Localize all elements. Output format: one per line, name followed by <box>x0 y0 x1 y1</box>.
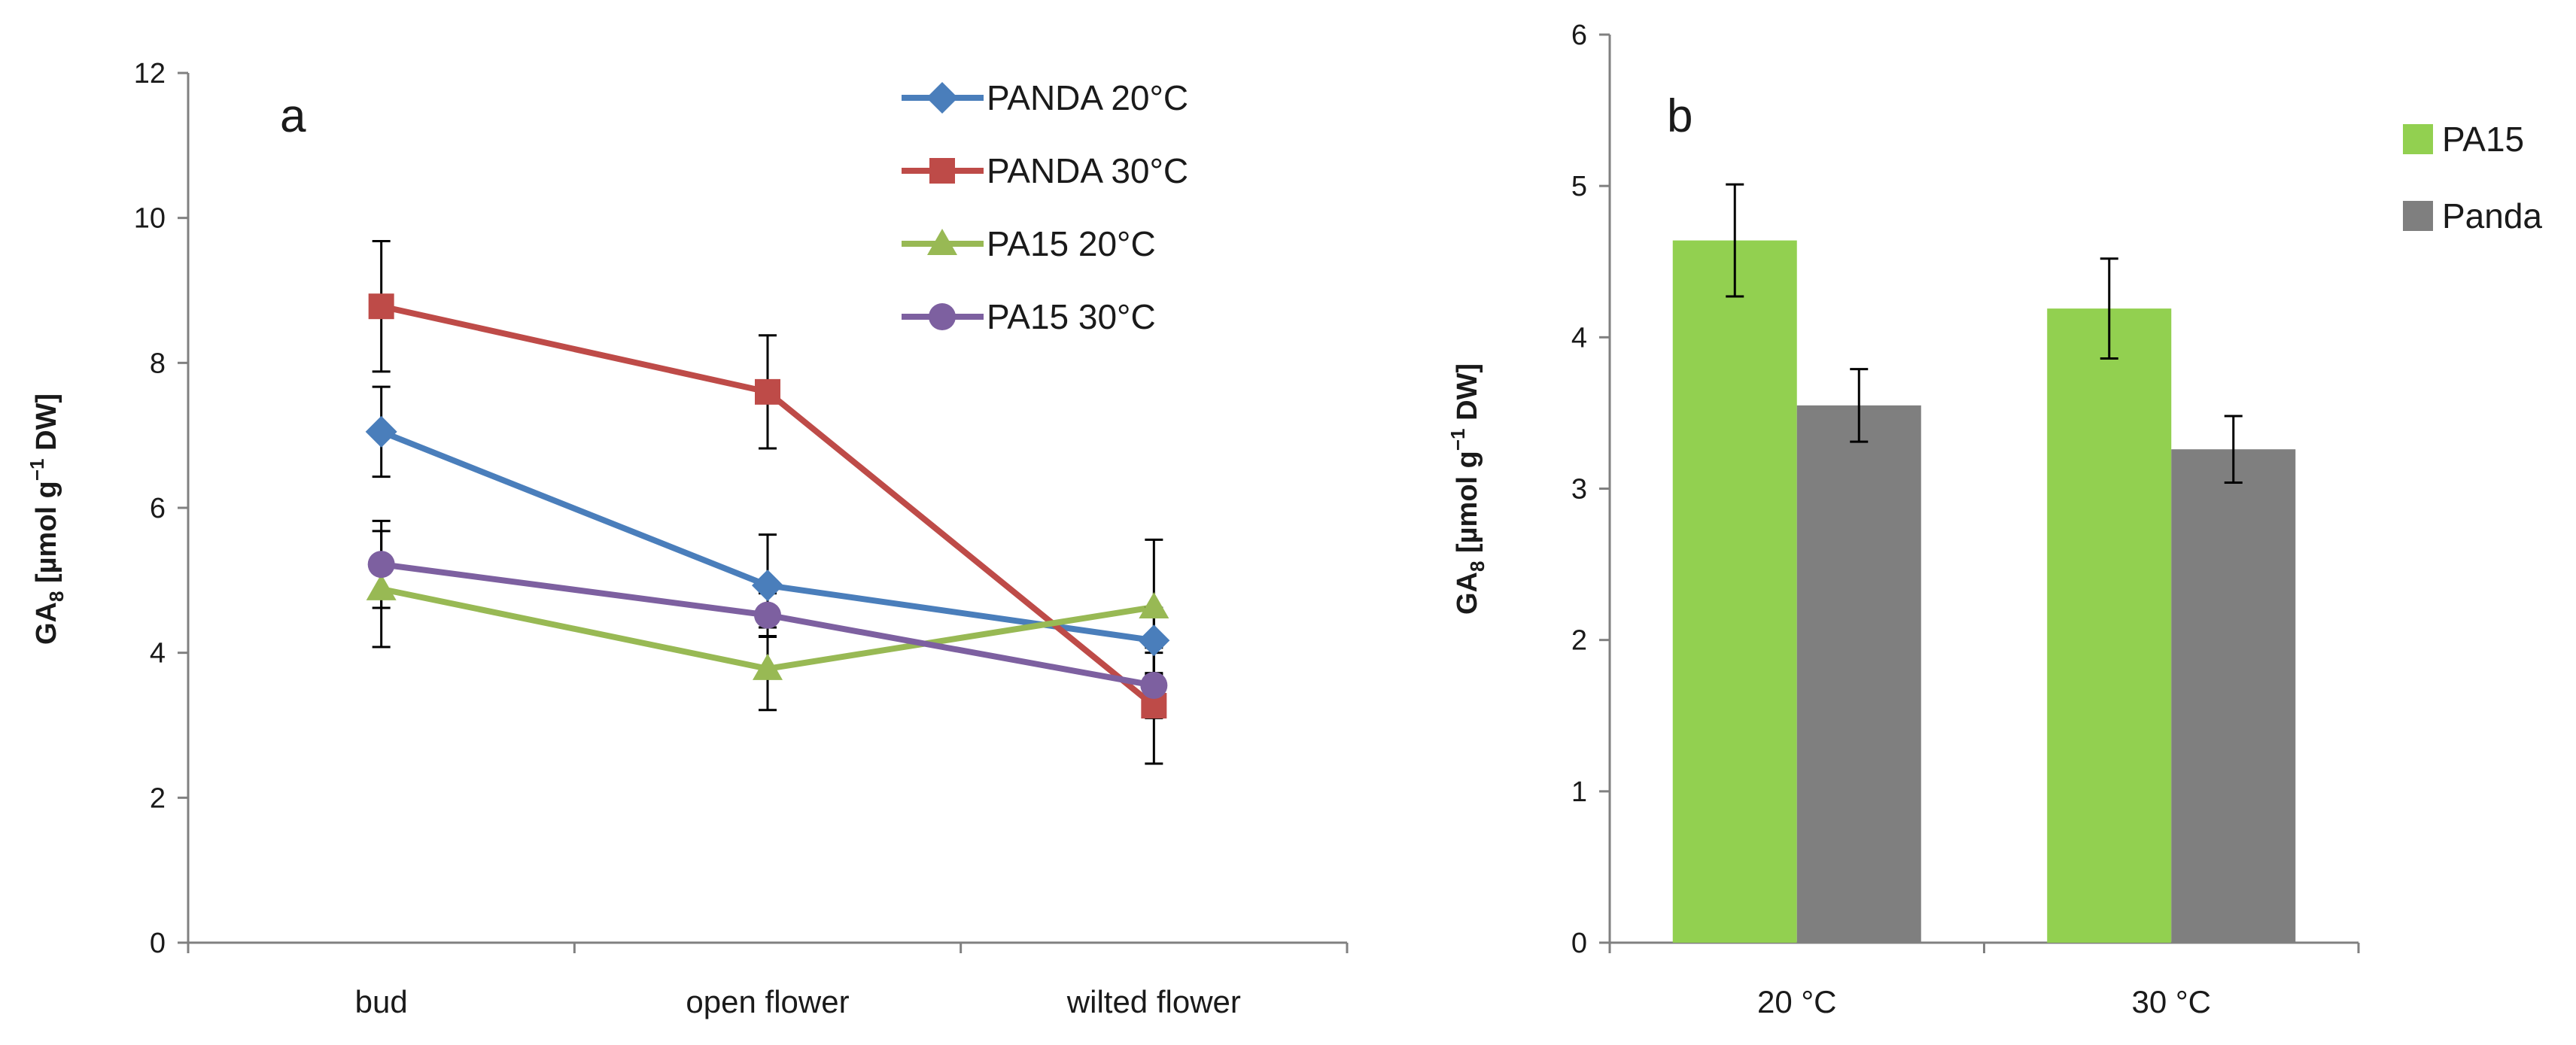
data-point-circle <box>1140 672 1168 700</box>
legend-label-panda: Panda <box>2442 196 2542 235</box>
y-tick-label-b: 0 <box>1571 928 1587 959</box>
legend-label-circle: PA15 30°C <box>987 297 1156 336</box>
legend-marker-triangle <box>927 229 957 255</box>
panel-letter-b: b <box>1667 90 1692 142</box>
y-tick-label-a: 4 <box>150 638 166 670</box>
y-tick-label-a: 12 <box>134 58 166 90</box>
data-point-triangle <box>366 573 397 600</box>
panel-letter-a: a <box>280 90 306 142</box>
x-tick-label-a: bud <box>355 984 408 1019</box>
legend-marker-square <box>929 158 955 184</box>
y-tick-label-a: 2 <box>150 782 166 814</box>
y-axis-label-a-sup: −1 <box>26 458 48 481</box>
legend-label-diamond: PANDA 20°C <box>987 78 1188 117</box>
legend-label-triangle: PA15 20°C <box>987 224 1156 263</box>
legend-swatch-pa15 <box>2403 124 2433 154</box>
data-point-circle <box>754 601 781 629</box>
data-point-diamond <box>752 570 783 602</box>
x-tick-label-b: 20 °C <box>1757 984 1837 1019</box>
legend-marker-circle <box>929 303 956 330</box>
y-axis-label-a-sub: 8 <box>45 591 68 602</box>
data-point-diamond <box>1138 624 1170 657</box>
y-axis-label-a-base: GA <box>31 602 62 645</box>
series-markers-a <box>365 293 1170 718</box>
legend-b: PA15 Panda <box>2403 120 2542 235</box>
bar-panda <box>1796 405 1921 943</box>
bar-pa15 <box>2047 308 2172 943</box>
y-tick-label-b: 1 <box>1571 776 1587 808</box>
bar-panda <box>2171 449 2296 943</box>
y-tick-label-a: 10 <box>134 203 166 235</box>
y-axis-label-b: GA8 [µmol g−1 DW] <box>1446 363 1489 615</box>
y-axis-label-a-unit-end: DW] <box>31 393 62 459</box>
data-point-triangle <box>1139 591 1169 618</box>
y-tick-label-b: 5 <box>1571 171 1587 202</box>
y-tick-labels-b: 0 1 2 3 4 5 6 <box>1571 20 1587 959</box>
y-axis-label-b-unit: [µmol g <box>1452 451 1483 560</box>
data-point-triangle <box>753 653 783 680</box>
legend-label-square: PANDA 30°C <box>987 151 1188 190</box>
y-tick-labels-a: 0 2 4 6 8 10 12 <box>134 58 166 959</box>
bars-b <box>1672 240 2296 943</box>
legend-label-pa15: PA15 <box>2442 120 2524 159</box>
legend-marker-diamond <box>926 82 958 114</box>
y-tick-label-b: 6 <box>1571 20 1587 51</box>
x-tick-label-a: open flower <box>686 984 849 1019</box>
x-tick-labels-a: bud open flower wilted flower <box>355 984 1241 1019</box>
data-point-square <box>755 378 780 405</box>
y-axis-label-b-sup: −1 <box>1446 428 1469 451</box>
x-tick-label-a: wilted flower <box>1066 984 1241 1019</box>
data-point-square <box>368 293 394 320</box>
y-tick-label-b: 4 <box>1571 322 1587 354</box>
y-axis-label-b-sub: 8 <box>1466 561 1489 572</box>
y-tick-label-a: 8 <box>150 348 166 379</box>
legend-a: PANDA 20°C PANDA 30°C PA15 20°C PA15 30°C <box>902 78 1188 336</box>
y-axis-label-b-unit-end: DW] <box>1452 363 1483 429</box>
data-point-circle <box>367 551 395 579</box>
x-tick-label-b: 30 °C <box>2131 984 2211 1019</box>
y-tick-label-a: 0 <box>150 928 166 959</box>
bar-pa15 <box>1672 240 1797 943</box>
y-tick-label-b: 2 <box>1571 625 1587 657</box>
x-tick-labels-b: 20 °C 30 °C <box>1757 984 2211 1019</box>
axes-a <box>178 71 1349 953</box>
y-tick-label-b: 3 <box>1571 474 1587 506</box>
y-tick-label-a: 6 <box>150 493 166 524</box>
data-point-diamond <box>365 415 397 448</box>
error-bars-b <box>1726 183 2243 484</box>
y-axis-label-a-unit: [µmol g <box>31 481 62 591</box>
y-axis-label-a: GA8 [µmol g−1 DW] <box>26 393 68 645</box>
legend-swatch-panda <box>2403 201 2433 231</box>
y-axis-label-b-base: GA <box>1452 572 1483 615</box>
line-chart-panel-a: 0 2 4 6 8 10 12 bud open flower wilted flower PA… <box>26 58 1349 1019</box>
bar-chart-panel-b: 0 1 2 3 4 5 6 20 °C 30 °C PA15 Panda b GA8 [µmol… <box>1446 20 2542 1019</box>
